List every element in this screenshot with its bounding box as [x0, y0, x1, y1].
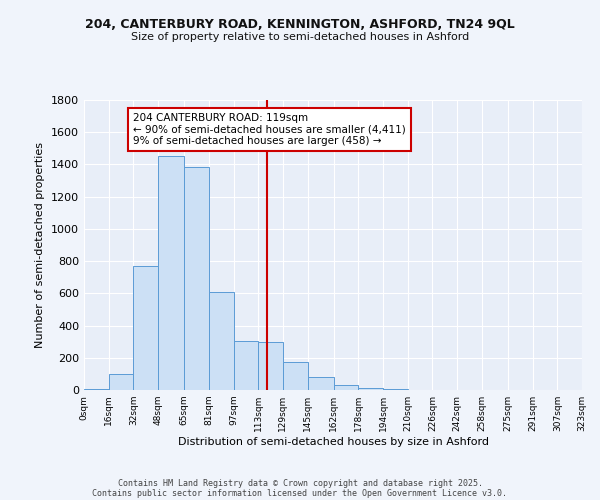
Bar: [283, 362, 308, 390]
Bar: [233, 341, 258, 390]
Bar: [308, 377, 334, 390]
Bar: [158, 156, 184, 390]
Bar: [209, 292, 233, 390]
Bar: [184, 167, 209, 390]
Text: Contains public sector information licensed under the Open Government Licence v3: Contains public sector information licen…: [92, 488, 508, 498]
Text: 204, CANTERBURY ROAD, KENNINGTON, ASHFORD, TN24 9QL: 204, CANTERBURY ROAD, KENNINGTON, ASHFOR…: [85, 18, 515, 30]
Bar: [358, 388, 383, 390]
X-axis label: Distribution of semi-detached houses by size in Ashford: Distribution of semi-detached houses by …: [178, 437, 488, 447]
Bar: [109, 374, 133, 390]
Text: 204 CANTERBURY ROAD: 119sqm
← 90% of semi-detached houses are smaller (4,411)
9%: 204 CANTERBURY ROAD: 119sqm ← 90% of sem…: [133, 113, 406, 146]
Y-axis label: Number of semi-detached properties: Number of semi-detached properties: [35, 142, 46, 348]
Bar: [84, 389, 109, 390]
Bar: [133, 266, 158, 390]
Bar: [258, 342, 283, 390]
Text: Contains HM Land Registry data © Crown copyright and database right 2025.: Contains HM Land Registry data © Crown c…: [118, 478, 482, 488]
Text: Size of property relative to semi-detached houses in Ashford: Size of property relative to semi-detach…: [131, 32, 469, 42]
Bar: [383, 389, 408, 390]
Bar: [334, 385, 358, 390]
